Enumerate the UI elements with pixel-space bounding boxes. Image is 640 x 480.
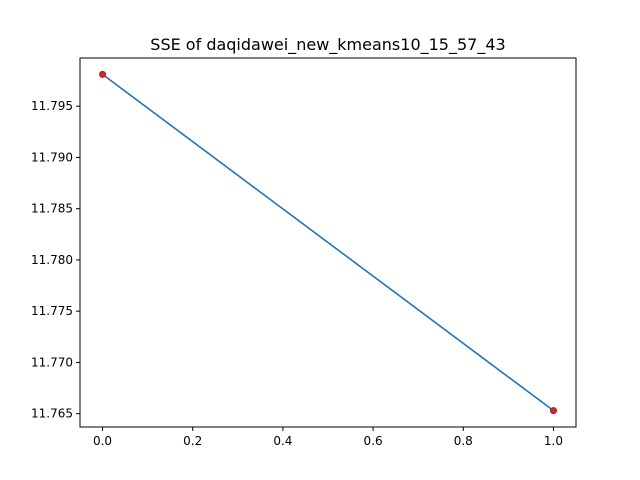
y-axis: 11.765 11.770 11.775 11.780 11.785 11.790 11.7… bbox=[31, 99, 80, 421]
y-tick-label: 11.775 bbox=[31, 304, 73, 318]
plot-area bbox=[99, 70, 557, 415]
data-point bbox=[549, 407, 557, 415]
y-tick-label: 11.780 bbox=[31, 253, 73, 267]
x-tick-label: 0.6 bbox=[364, 434, 383, 448]
y-tick-label: 11.795 bbox=[31, 99, 73, 113]
x-tick-label: 0.0 bbox=[93, 434, 112, 448]
x-tick-label: 0.2 bbox=[183, 434, 202, 448]
plot-frame bbox=[79, 57, 577, 428]
y-tick-label: 11.765 bbox=[31, 407, 73, 421]
chart-title: SSE of daqidawei_new_kmeans10_15_57_43 bbox=[150, 35, 505, 55]
y-tick-label: 11.770 bbox=[31, 355, 73, 369]
x-tick-label: 0.8 bbox=[454, 434, 473, 448]
y-tick-label: 11.785 bbox=[31, 202, 73, 216]
sse-series-line bbox=[102, 73, 554, 412]
y-tick-label: 11.790 bbox=[31, 150, 73, 164]
x-axis: 0.0 0.2 0.4 0.6 0.8 1.0 bbox=[93, 427, 563, 448]
x-tick-label: 1.0 bbox=[544, 434, 563, 448]
x-tick-label: 0.4 bbox=[273, 434, 292, 448]
data-point bbox=[99, 70, 107, 78]
